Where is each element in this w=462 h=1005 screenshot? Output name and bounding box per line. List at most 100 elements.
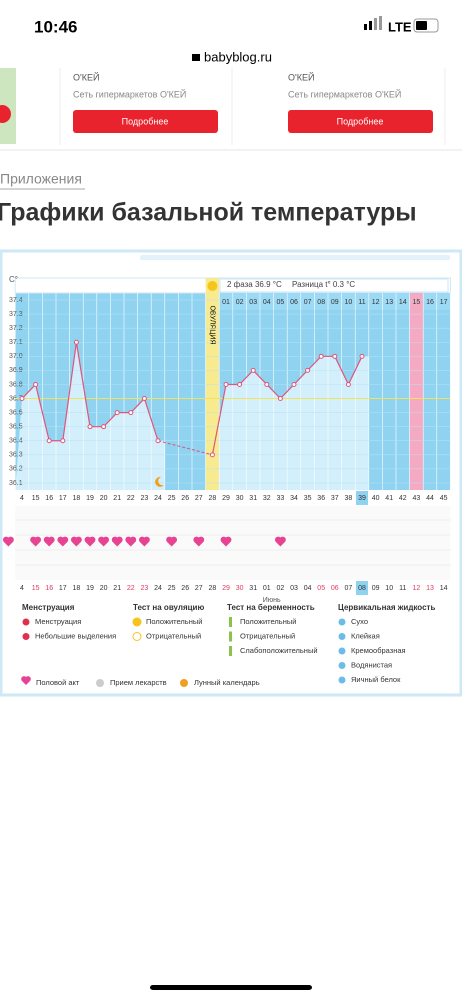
temperature-point <box>87 424 93 430</box>
ad-button-label[interactable]: Подробнее <box>122 116 169 126</box>
y-tick-label: 37.4 <box>9 297 23 304</box>
home-indicator <box>150 985 312 990</box>
legend-item: Прием лекарств <box>110 678 167 687</box>
info-box <box>219 278 449 293</box>
date: 30 <box>236 585 244 592</box>
cycle-day: 40 <box>372 495 380 502</box>
temperature-point <box>223 381 229 387</box>
phase2-day: 09 <box>331 299 339 306</box>
date: 06 <box>331 585 339 592</box>
cycle-day: 27 <box>195 495 203 502</box>
phase2-day: 12 <box>372 299 380 306</box>
phase2-day: 13 <box>385 299 393 306</box>
cycle-day: 23 <box>141 495 149 502</box>
date: 24 <box>154 585 162 592</box>
phase2-day: 05 <box>277 299 285 306</box>
section-link[interactable]: Приложения <box>0 171 82 187</box>
cycle-day: 45 <box>440 495 448 502</box>
temperature-point <box>141 396 147 402</box>
ad-brand: О'КЕЙ <box>73 71 99 82</box>
legend-icon <box>338 647 346 655</box>
legend-title: Менструация <box>22 603 75 612</box>
cycle-day: 17 <box>59 495 67 502</box>
temperature-point <box>237 381 243 387</box>
temperature-point <box>318 353 324 359</box>
cycle-day: 30 <box>236 495 244 502</box>
phase2-day: 06 <box>290 299 298 306</box>
gap-connector <box>157 440 213 456</box>
legend-icon <box>338 662 346 669</box>
intercourse-heart <box>98 536 110 547</box>
legend-item: Половой акт <box>36 678 80 687</box>
temperature-point <box>345 381 351 387</box>
ad-button[interactable] <box>73 110 218 133</box>
date: 03 <box>290 585 298 592</box>
temperature-point <box>209 452 215 458</box>
moon-icon <box>155 476 164 487</box>
date: 15 <box>32 585 40 592</box>
ad-text: Сеть гипермаркетов О'КЕЙ <box>73 88 186 99</box>
time: 10:46 <box>34 17 77 36</box>
intercourse-heart <box>2 536 14 547</box>
today-marker <box>356 491 368 505</box>
legend-icon <box>180 679 188 687</box>
legend-icon <box>338 633 346 640</box>
ad-button[interactable] <box>288 110 433 133</box>
date: 29 <box>222 585 230 592</box>
cycle-day: 18 <box>73 495 81 502</box>
cycle-day: 33 <box>277 495 285 502</box>
date: 21 <box>113 585 121 592</box>
temperature-point <box>264 381 270 387</box>
legend-title: Тест на беременность <box>227 603 315 612</box>
cycle-day: 4 <box>20 495 24 502</box>
intercourse-heart <box>125 536 137 547</box>
today-marker <box>356 581 368 595</box>
day-row <box>15 491 451 506</box>
cycle-day: 38 <box>345 495 353 502</box>
cycle-day: 16 <box>45 495 53 502</box>
ad-button-label[interactable]: Подробнее <box>337 116 384 126</box>
intercourse-heart <box>220 536 232 547</box>
y-tick-label: 36.4 <box>9 438 23 445</box>
cycle-day: 43 <box>413 495 421 502</box>
intercourse-heart <box>43 536 55 547</box>
cycle-day: 19 <box>86 495 94 502</box>
cycle-day: 25 <box>168 495 176 502</box>
url[interactable]: babyblog.ru <box>204 49 272 64</box>
legend-item: Менструация <box>35 617 81 626</box>
cycle-day: 37 <box>331 495 339 502</box>
legend-item: Кремообразная <box>351 646 406 655</box>
intercourse-heart <box>84 536 96 547</box>
cycle-day: 15 <box>32 495 40 502</box>
date: 14 <box>440 585 448 592</box>
temperature-point <box>60 438 66 444</box>
y-tick-label: 37.1 <box>9 339 23 346</box>
y-tick-label: 36.8 <box>9 381 23 388</box>
temperature-point <box>101 424 107 430</box>
legend-icon <box>338 618 346 626</box>
period-column <box>409 293 424 490</box>
intercourse-heart <box>30 536 42 547</box>
legend-item: Отрицательный <box>240 631 295 640</box>
ovulation-label: ОВУЛЯЦИЯ <box>209 305 216 344</box>
legend-item: Отрицательный <box>146 631 201 640</box>
lock-icon <box>192 54 200 61</box>
legend-item: Клейкая <box>351 631 380 640</box>
y-tick-label: 36.6 <box>9 409 23 416</box>
date: 22 <box>127 585 135 592</box>
temperature-point <box>33 381 39 387</box>
heading: Графики базальной температуры <box>0 199 417 227</box>
phase2-day: 01 <box>222 299 230 306</box>
phase2-day: 07 <box>304 299 312 306</box>
date: 09 <box>372 585 380 592</box>
cycle-day: 26 <box>181 495 189 502</box>
date: 02 <box>277 585 285 592</box>
legend-item: Сухо <box>351 617 368 626</box>
cycle-day: 24 <box>154 495 162 502</box>
cycle-day: 34 <box>290 495 298 502</box>
legend-icon <box>21 676 31 685</box>
date: 19 <box>86 585 94 592</box>
ad-arrow <box>0 105 11 123</box>
temperature-point <box>359 353 365 359</box>
phase2-row <box>219 293 451 310</box>
